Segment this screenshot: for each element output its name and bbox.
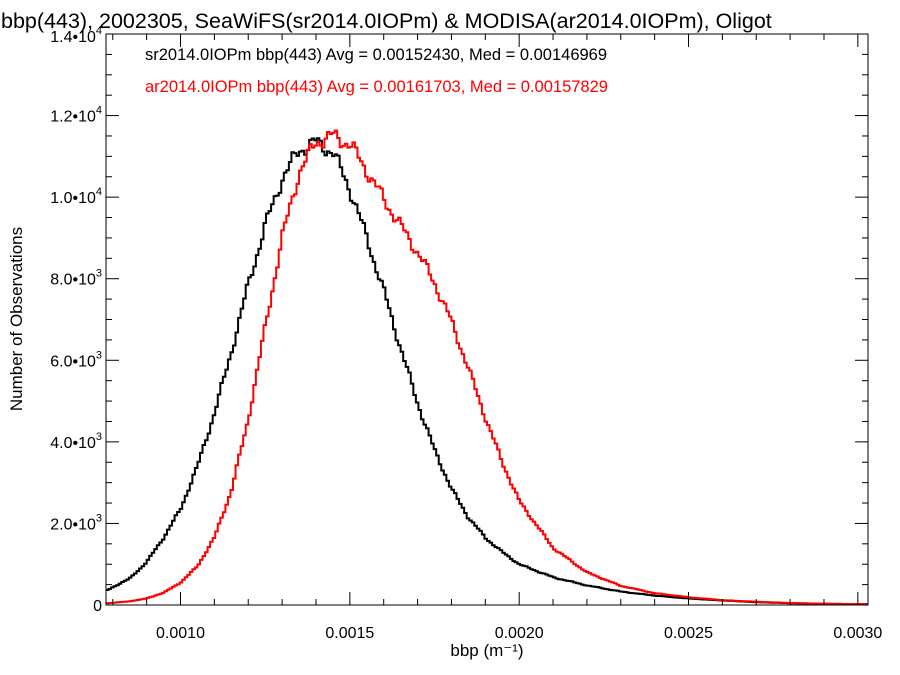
ticks-layer: 0.0010 0.0015 0.0020 0.0025 0.0030 0 2.0•103 4.…: [50, 25, 882, 642]
x-tick-label: 0.0015: [325, 625, 374, 642]
y-tick-label: 1.0•104: [50, 186, 102, 207]
legend: sr2014.0IOPm bbp(443) Avg = 0.00152430, …: [145, 46, 608, 96]
chart-title: bbp(443), 2002305, SeaWiFS(sr2014.0IOPm)…: [1, 9, 772, 33]
x-tick-label: 0.0020: [495, 625, 544, 642]
series-layer: [106, 129, 868, 606]
legend-entry-sr2014: sr2014.0IOPm bbp(443) Avg = 0.00152430, …: [145, 46, 607, 64]
y-axis-label: Number of Observations: [7, 227, 26, 411]
x-axis-label: bbp (m⁻¹): [450, 641, 523, 660]
y-tick-label: 1.4•104: [50, 25, 102, 46]
x-tick-label: 0.0030: [833, 625, 882, 642]
y-tick-label: 6.0•103: [50, 349, 102, 370]
y-tick-label: 0: [93, 598, 102, 615]
legend-entry-ar2014: ar2014.0IOPm bbp(443) Avg = 0.00161703, …: [145, 78, 608, 96]
y-tick-label: 4.0•103: [50, 431, 102, 452]
series-line-1: [106, 129, 868, 606]
y-tick-label: 2.0•103: [50, 512, 102, 533]
series-line-0: [106, 137, 868, 606]
x-tick-label: 0.0025: [664, 625, 713, 642]
x-tick-label: 0.0010: [156, 625, 205, 642]
y-tick-label: 8.0•103: [50, 268, 102, 289]
y-tick-label: 1.2•104: [50, 105, 102, 126]
